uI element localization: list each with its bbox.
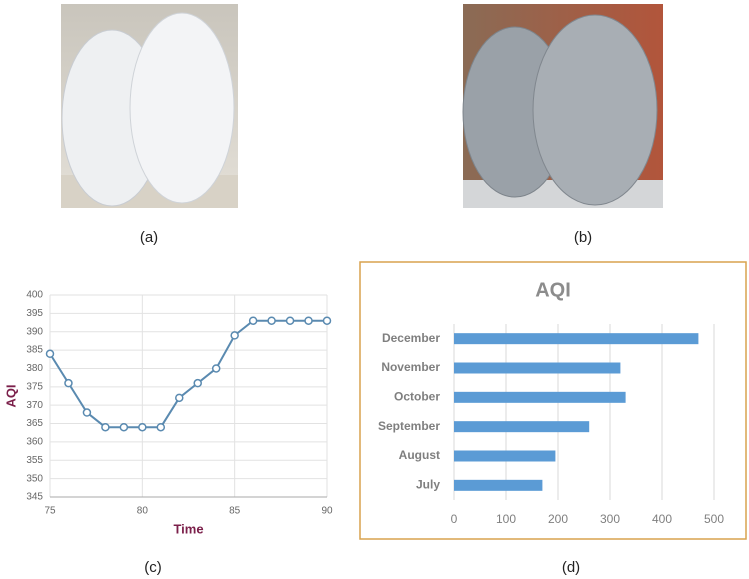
chart-title: AQI: [535, 279, 571, 301]
x-tick-label: 90: [321, 506, 333, 517]
bar: [454, 333, 699, 345]
bar: [454, 391, 626, 403]
y-tick-label: 380: [26, 363, 43, 374]
bar: [454, 479, 543, 491]
caption: (b): [574, 229, 592, 246]
y-tick-label: November: [381, 360, 440, 374]
point: [45, 349, 55, 359]
point: [230, 331, 239, 340]
y-tick-label: October: [394, 390, 440, 404]
y-axis-label: AQI: [3, 384, 18, 407]
point: [64, 378, 73, 388]
caption: (d): [562, 559, 580, 576]
y-tick-label: 370: [26, 400, 43, 411]
y-tick-label: 395: [26, 308, 43, 319]
point: [211, 364, 221, 373]
x-axis-label: Time: [173, 521, 203, 536]
photo-b: [462, 4, 663, 208]
y-tick-label: July: [416, 478, 440, 492]
y-tick-label: August: [399, 448, 440, 462]
point: [267, 316, 276, 325]
point: [175, 393, 184, 403]
y-tick-label: 355: [26, 455, 43, 466]
bar: [454, 450, 556, 462]
point: [156, 422, 166, 432]
x-tick-label: 200: [548, 512, 568, 526]
photo-a: [61, 4, 238, 208]
point: [101, 422, 110, 432]
y-tick-label: September: [378, 419, 440, 433]
point: [138, 422, 147, 432]
y-tick-label: 375: [26, 381, 43, 392]
line: [49, 319, 327, 429]
y-tick-label: 385: [26, 345, 43, 356]
caption: (a): [140, 229, 158, 246]
y-tick-label: 390: [26, 326, 43, 337]
chart-frame: [359, 261, 747, 540]
x-tick-label: 400: [652, 512, 672, 526]
y-tick-label: 360: [26, 437, 43, 448]
point: [82, 408, 92, 417]
point: [119, 422, 129, 432]
y-tick-label: 350: [26, 473, 43, 484]
point: [322, 316, 332, 325]
x-tick-label: 0: [451, 512, 458, 526]
bar: [454, 362, 621, 374]
x-tick-label: 100: [496, 512, 516, 526]
point: [285, 316, 295, 325]
x-tick-label: 75: [44, 506, 56, 517]
x-tick-label: 85: [229, 506, 241, 517]
point: [248, 316, 258, 325]
bar: [454, 421, 590, 433]
x-tick-label: 500: [704, 512, 724, 526]
y-tick-label: 345: [26, 492, 43, 503]
caption: (c): [144, 559, 162, 576]
y-tick-label: 400: [26, 290, 43, 301]
point: [193, 378, 202, 388]
x-tick-label: 80: [137, 506, 149, 517]
y-tick-label: 365: [26, 418, 43, 429]
y-tick-label: December: [382, 331, 440, 345]
x-tick-label: 300: [600, 512, 620, 526]
point: [304, 316, 313, 325]
